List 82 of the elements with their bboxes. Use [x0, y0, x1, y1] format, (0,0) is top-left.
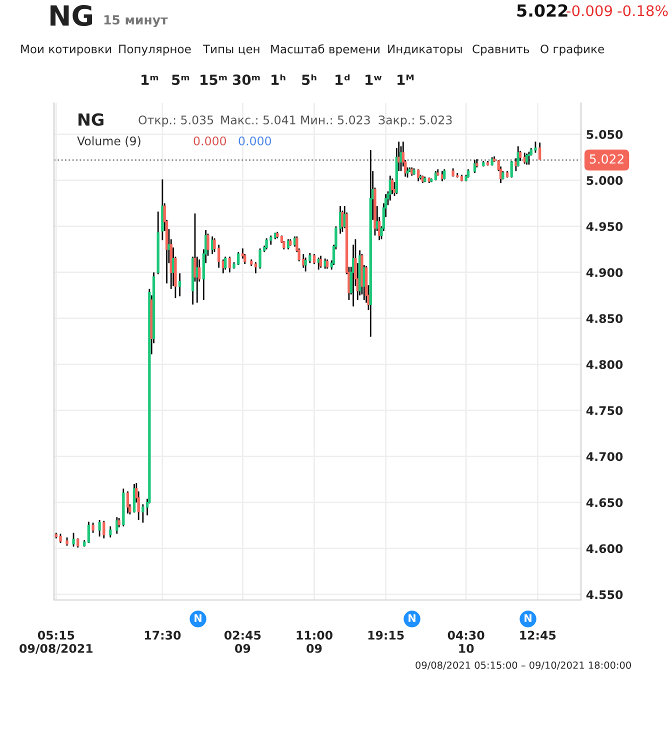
candlestick	[265, 238, 268, 250]
chart-title: NG	[50, 5, 92, 26]
text: 15ᵐ	[200, 74, 227, 86]
candlestick	[102, 520, 106, 540]
annotation: Мин.: 5.023	[301, 115, 370, 124]
candlestick	[109, 526, 112, 538]
x-tick-label: 19:15	[368, 630, 404, 640]
y-tick-label: 4.850	[586, 314, 623, 324]
text: N	[194, 614, 202, 622]
candlestick	[326, 258, 329, 270]
candlestick	[317, 256, 320, 270]
text: 1ʷ	[366, 74, 382, 85]
candlestick	[178, 272, 182, 297]
candlestick	[341, 210, 344, 233]
y-tick-label: 5.050	[586, 130, 623, 139]
y-tick-label: 4.900	[586, 268, 623, 277]
text: Масштаб времени	[271, 44, 380, 56]
candlestick	[87, 521, 90, 544]
text: 5ʰ	[302, 74, 316, 86]
y-tick-label: 4.750	[586, 406, 623, 416]
y-tick-label: 4.550	[586, 590, 623, 600]
y-tick-label: 4.600	[586, 544, 623, 554]
x-tick-label: 05:15 09/08/2021	[20, 630, 93, 654]
annotation: Закр.: 5.023	[378, 115, 452, 127]
candlestick	[228, 256, 231, 274]
x-tick-label: 02:45 09	[224, 630, 261, 653]
text: О графике	[540, 44, 604, 56]
candlestick	[224, 256, 227, 270]
candlestick	[72, 532, 75, 548]
candlestick	[534, 140, 537, 154]
annotation: Volume (9)	[77, 136, 140, 147]
annotation: NG	[78, 113, 104, 126]
candlestick	[142, 504, 144, 524]
y-tick-label: 4.950	[586, 222, 623, 231]
annotation: Откр.: 5.035	[138, 115, 214, 127]
text: 1ʰ	[272, 74, 286, 85]
text: -0.009	[566, 5, 612, 16]
candlestick	[254, 262, 258, 274]
text: 5ᵐ	[172, 74, 190, 86]
ref-line-label: 5.022	[590, 154, 624, 164]
y-tick-label: 4.650	[586, 498, 623, 508]
text: Сравнить	[472, 44, 530, 56]
text: 1ᵈ	[336, 74, 350, 85]
candlestick	[525, 152, 528, 166]
candlestick	[258, 248, 262, 270]
text: 1ᴹ	[398, 74, 414, 85]
text: Мои котировки	[21, 44, 111, 56]
candlestick	[319, 255, 322, 268]
x-tick-label: 12:45	[520, 630, 556, 640]
annotation: 0.000	[238, 136, 272, 146]
text: 09/08/2021 05:15:00 – 09/10/2021 18:00:00	[416, 661, 631, 670]
text: Индикаторы	[388, 44, 462, 56]
candlestick	[400, 146, 402, 172]
text: 1ᵐ	[142, 74, 158, 85]
candlestick	[312, 253, 316, 265]
candlestick	[59, 533, 62, 544]
text: N	[524, 614, 532, 622]
candlestick	[98, 519, 101, 538]
y-tick-label: 4.700	[586, 452, 623, 462]
text: Популярное	[119, 44, 191, 56]
candlestick	[126, 490, 130, 514]
chart-subtitle: 15 минут	[104, 15, 168, 28]
candlestick	[528, 151, 530, 166]
annotation: 0.000	[194, 136, 226, 146]
candlestick	[434, 170, 438, 182]
text: N	[408, 614, 416, 622]
x-tick-label: 04:30 10	[448, 630, 484, 653]
candlestick	[538, 142, 542, 160]
x-tick-label: 17:30	[144, 630, 181, 640]
y-tick-label: 5.000	[586, 176, 623, 185]
x-tick-label: 11:00 09	[296, 630, 332, 653]
candlestick	[510, 160, 513, 178]
text: 5.022	[517, 4, 568, 17]
text: 30ᵐ	[232, 74, 260, 86]
text: Типы цен	[202, 44, 260, 55]
candlestick	[473, 159, 476, 174]
y-tick-label: 4.800	[586, 360, 623, 370]
text: -0.18%	[618, 5, 668, 16]
candlestick	[443, 168, 446, 180]
candlestick	[304, 256, 307, 272]
candlestick	[92, 522, 94, 534]
annotation: Макс.: 5.041	[221, 115, 296, 124]
